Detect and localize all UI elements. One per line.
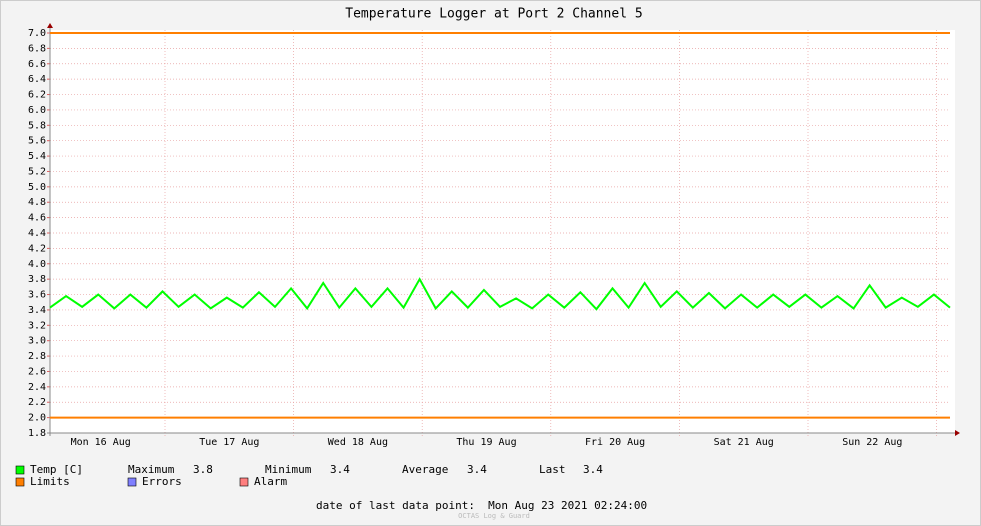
y-tick-label: 1.8 [28, 428, 46, 439]
y-tick-label: 3.6 [28, 290, 46, 301]
stat-label: Last [539, 463, 566, 476]
x-tick-label: Sat 21 Aug [714, 437, 774, 448]
y-tick-label: 4.4 [28, 228, 46, 239]
y-tick-label: 2.6 [28, 366, 46, 377]
y-tick-label: 5.2 [28, 166, 46, 177]
legend-swatch [15, 465, 25, 475]
y-tick-label: 7.0 [28, 28, 46, 39]
y-tick-label: 2.2 [28, 397, 46, 408]
y-tick-label: 6.6 [28, 59, 46, 70]
stat-value: 3.8 [193, 463, 213, 476]
plot-area [50, 30, 955, 433]
y-tick-label: 2.4 [28, 382, 46, 393]
legend-swatch [15, 477, 25, 487]
stat-value: 3.4 [330, 463, 350, 476]
stat-value: 3.4 [467, 463, 487, 476]
y-tick-label: 4.0 [28, 259, 46, 270]
x-tick-label: Sun 22 Aug [842, 437, 902, 448]
stat-value: 3.4 [583, 463, 603, 476]
series-line [49, 277, 951, 311]
y-tick-label: 4.8 [28, 197, 46, 208]
legend-label: Limits [30, 475, 70, 488]
stat-label: Average [402, 463, 448, 476]
y-tick-label: 3.8 [28, 274, 46, 285]
x-tick-label: Wed 18 Aug [328, 437, 388, 448]
x-tick-label: Tue 17 Aug [199, 437, 259, 448]
y-tick-label: 4.2 [28, 243, 46, 254]
y-tick-label: 5.0 [28, 182, 46, 193]
y-arrow [47, 23, 53, 28]
y-tick-label: 3.2 [28, 320, 46, 331]
legend-label: Temp [C] [30, 463, 83, 476]
y-tick-label: 6.2 [28, 90, 46, 101]
legend-swatch [127, 477, 137, 487]
x-tick-label: Thu 19 Aug [456, 437, 516, 448]
y-tick-label: 4.6 [28, 213, 46, 224]
y-tick-label: 6.0 [28, 105, 46, 116]
legend-swatch [239, 477, 249, 487]
stat-label: Minimum [265, 463, 312, 476]
y-tick-label: 2.8 [28, 351, 46, 362]
x-tick-label: Mon 16 Aug [71, 437, 131, 448]
y-tick-label: 6.8 [28, 43, 46, 54]
x-arrow [955, 430, 960, 436]
y-tick-label: 6.4 [28, 74, 46, 85]
y-tick-label: 5.6 [28, 136, 46, 147]
legend-label: Alarm [254, 475, 287, 488]
watermark: OCTAS Log & Guard [458, 512, 530, 520]
y-tick-label: 5.4 [28, 151, 46, 162]
y-tick-label: 3.4 [28, 305, 46, 316]
footer: date of last data point: Mon Aug 23 2021… [316, 499, 647, 512]
legend-label: Errors [142, 475, 182, 488]
chart-title: Temperature Logger at Port 2 Channel 5 [345, 7, 642, 22]
y-tick-label: 2.0 [28, 413, 46, 424]
y-tick-label: 5.8 [28, 120, 46, 131]
stat-label: Maximum [128, 463, 175, 476]
x-tick-label: Fri 20 Aug [585, 437, 645, 448]
y-tick-label: 3.0 [28, 336, 46, 347]
